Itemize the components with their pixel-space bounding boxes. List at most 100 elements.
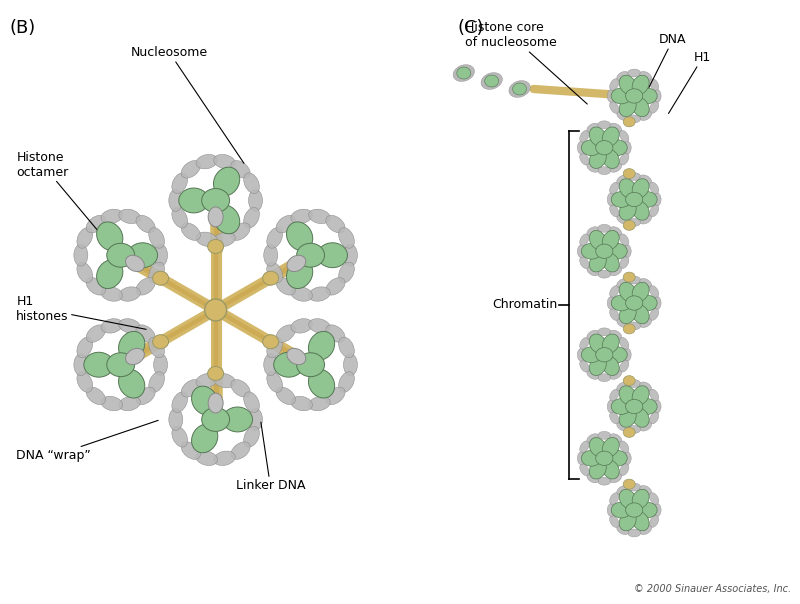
- Text: DNA: DNA: [648, 33, 686, 89]
- Ellipse shape: [178, 188, 209, 213]
- Ellipse shape: [222, 407, 253, 432]
- Ellipse shape: [632, 179, 649, 198]
- Ellipse shape: [617, 486, 629, 495]
- Ellipse shape: [587, 266, 598, 276]
- Ellipse shape: [118, 209, 140, 223]
- Ellipse shape: [626, 503, 642, 517]
- Ellipse shape: [619, 201, 636, 220]
- Ellipse shape: [453, 65, 474, 82]
- Ellipse shape: [628, 219, 641, 226]
- Ellipse shape: [214, 205, 240, 234]
- Ellipse shape: [287, 349, 306, 365]
- Ellipse shape: [214, 155, 235, 169]
- Ellipse shape: [587, 163, 598, 172]
- Ellipse shape: [126, 349, 144, 365]
- Ellipse shape: [149, 337, 165, 358]
- Ellipse shape: [172, 207, 188, 228]
- Ellipse shape: [640, 318, 651, 327]
- Text: Nucleosome: Nucleosome: [131, 46, 244, 163]
- Ellipse shape: [326, 216, 345, 233]
- Ellipse shape: [582, 451, 602, 466]
- Ellipse shape: [632, 201, 649, 220]
- Ellipse shape: [619, 386, 636, 405]
- Ellipse shape: [481, 72, 502, 89]
- Ellipse shape: [172, 173, 188, 193]
- Ellipse shape: [626, 296, 642, 310]
- Ellipse shape: [274, 352, 303, 377]
- Ellipse shape: [617, 422, 629, 431]
- Ellipse shape: [214, 167, 240, 196]
- Ellipse shape: [101, 287, 122, 301]
- Ellipse shape: [602, 437, 619, 457]
- Ellipse shape: [264, 354, 278, 376]
- Ellipse shape: [610, 434, 622, 443]
- Ellipse shape: [610, 101, 619, 114]
- Ellipse shape: [632, 282, 649, 301]
- Ellipse shape: [231, 379, 250, 397]
- Ellipse shape: [266, 371, 282, 393]
- Ellipse shape: [607, 243, 627, 259]
- Ellipse shape: [77, 371, 93, 393]
- Ellipse shape: [196, 232, 218, 246]
- Ellipse shape: [291, 287, 313, 301]
- Ellipse shape: [86, 325, 106, 342]
- Ellipse shape: [619, 361, 629, 372]
- Ellipse shape: [619, 441, 629, 453]
- Ellipse shape: [650, 389, 658, 401]
- Ellipse shape: [611, 295, 631, 311]
- Ellipse shape: [208, 240, 224, 254]
- Ellipse shape: [149, 228, 165, 248]
- Ellipse shape: [628, 322, 641, 330]
- Ellipse shape: [244, 392, 259, 413]
- Ellipse shape: [97, 260, 123, 289]
- Ellipse shape: [244, 173, 259, 193]
- Ellipse shape: [623, 479, 635, 489]
- Ellipse shape: [611, 502, 631, 518]
- Ellipse shape: [607, 140, 627, 156]
- Ellipse shape: [338, 371, 354, 393]
- Text: Chromatin: Chromatin: [492, 298, 558, 312]
- Ellipse shape: [276, 278, 295, 295]
- Ellipse shape: [118, 369, 145, 398]
- Ellipse shape: [598, 431, 610, 439]
- Ellipse shape: [611, 88, 631, 104]
- Ellipse shape: [287, 255, 306, 272]
- Ellipse shape: [650, 412, 658, 424]
- Ellipse shape: [338, 262, 354, 283]
- Ellipse shape: [244, 207, 259, 228]
- Ellipse shape: [653, 193, 661, 206]
- Ellipse shape: [650, 101, 658, 114]
- Ellipse shape: [640, 422, 651, 431]
- Ellipse shape: [580, 338, 589, 349]
- Ellipse shape: [297, 353, 325, 377]
- Text: © 2000 Sinauer Associates, Inc.: © 2000 Sinauer Associates, Inc.: [634, 583, 790, 594]
- Ellipse shape: [202, 188, 230, 213]
- Ellipse shape: [86, 387, 106, 405]
- Ellipse shape: [640, 278, 651, 288]
- Text: H1: H1: [669, 51, 711, 114]
- Ellipse shape: [598, 167, 610, 175]
- Ellipse shape: [650, 493, 658, 504]
- Ellipse shape: [580, 153, 589, 165]
- Ellipse shape: [653, 89, 661, 103]
- Ellipse shape: [610, 182, 619, 194]
- Ellipse shape: [118, 332, 145, 360]
- Ellipse shape: [640, 525, 651, 535]
- Ellipse shape: [590, 356, 606, 376]
- Ellipse shape: [181, 442, 201, 459]
- Ellipse shape: [101, 396, 122, 411]
- Ellipse shape: [309, 209, 330, 223]
- Ellipse shape: [291, 319, 313, 333]
- Ellipse shape: [650, 516, 658, 527]
- Ellipse shape: [617, 382, 629, 391]
- Ellipse shape: [86, 216, 106, 233]
- Ellipse shape: [172, 426, 188, 447]
- Ellipse shape: [169, 190, 182, 211]
- Ellipse shape: [578, 141, 586, 154]
- Text: Histone core
of nucleosome: Histone core of nucleosome: [465, 21, 587, 104]
- Ellipse shape: [338, 337, 354, 358]
- Ellipse shape: [617, 318, 629, 327]
- Ellipse shape: [610, 163, 622, 172]
- Ellipse shape: [77, 337, 93, 358]
- Ellipse shape: [626, 89, 642, 103]
